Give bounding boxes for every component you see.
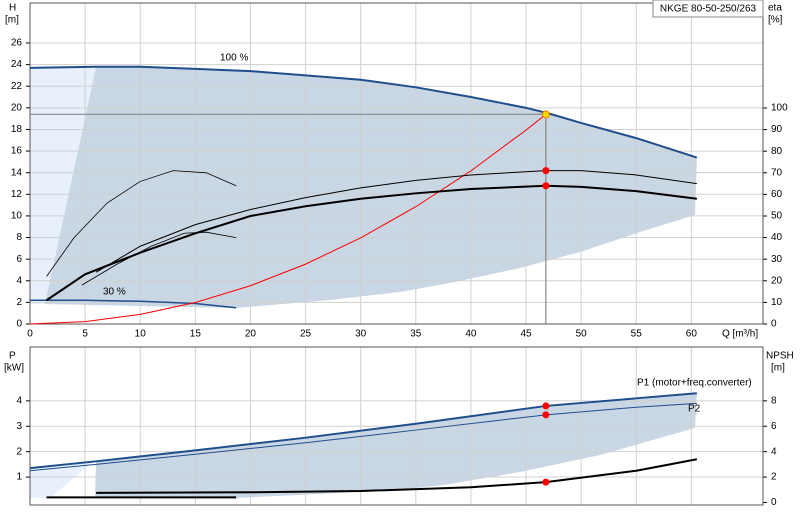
y2-tick-label: 100 xyxy=(771,103,788,114)
curve xyxy=(96,458,698,494)
x-tick-label: 35 xyxy=(410,329,422,340)
y2-tick-label: 40 xyxy=(771,232,783,243)
y2-tick-label: 20 xyxy=(771,275,783,286)
plot-frame xyxy=(29,346,764,506)
title-box xyxy=(652,0,764,18)
y2-tick-label: 60 xyxy=(771,189,783,200)
x-tick-label: 55 xyxy=(631,329,643,340)
y2-tick-label: 0 xyxy=(771,319,777,330)
y-tick-label: 14 xyxy=(11,167,23,178)
y-tick-label: 3 xyxy=(16,421,22,432)
y2-tick-label: 6 xyxy=(771,421,777,432)
y2-tick-label: 2 xyxy=(771,472,777,483)
y-tick-label: 20 xyxy=(11,102,23,113)
x-tick-label: 15 xyxy=(190,329,202,340)
y2-axis-label: eta xyxy=(768,3,782,14)
y2-tick-label: 4 xyxy=(771,446,777,457)
series-label: P1 (motor+freq.converter) xyxy=(637,378,752,389)
point xyxy=(542,167,550,175)
y2-tick-label: 10 xyxy=(771,297,783,308)
point xyxy=(542,182,550,190)
x-tick-label: 0 xyxy=(27,329,33,340)
y-axis-unit: [m] xyxy=(5,15,19,26)
point xyxy=(541,110,550,119)
y2-tick-label: 50 xyxy=(771,211,783,222)
x-tick-label: 5 xyxy=(82,329,88,340)
x-tick-label: 10 xyxy=(135,329,147,340)
y-tick-label: 26 xyxy=(11,38,23,49)
curve xyxy=(29,113,547,325)
x-tick-label: 45 xyxy=(520,329,532,340)
curve xyxy=(81,231,237,286)
operating-area xyxy=(45,66,697,309)
y-tick-label: 4 xyxy=(16,395,22,406)
y-tick-label: 10 xyxy=(11,211,23,222)
y-axis-label: P xyxy=(9,351,16,362)
y2-axis-unit: [m] xyxy=(771,363,785,374)
y-tick-label: 16 xyxy=(11,146,23,157)
y2-axis-unit: [%] xyxy=(768,15,783,26)
y-tick-label: 4 xyxy=(16,275,22,286)
point xyxy=(542,411,550,419)
x-tick-label: 40 xyxy=(465,329,477,340)
y-tick-label: 2 xyxy=(16,446,22,457)
plot-frame xyxy=(29,2,764,325)
curve xyxy=(46,170,237,277)
y2-axis-label: NPSH xyxy=(766,351,794,362)
y2-tick-label: 70 xyxy=(771,167,783,178)
y-tick-label: 2 xyxy=(16,297,22,308)
x-tick-label: 60 xyxy=(686,329,698,340)
curve xyxy=(29,392,697,470)
y-tick-label: 22 xyxy=(11,81,23,92)
y-axis-unit: [kW] xyxy=(4,363,24,374)
y2-tick-label: 8 xyxy=(771,395,777,406)
series-label: 30 % xyxy=(103,287,126,298)
y-tick-label: 24 xyxy=(11,59,23,70)
x-axis-label: Q [m³/h] xyxy=(722,329,758,340)
series-label: P2 xyxy=(688,404,701,415)
curve xyxy=(29,402,697,472)
curve xyxy=(95,170,697,273)
curve xyxy=(30,299,237,309)
x-tick-label: 20 xyxy=(245,329,257,340)
y-tick-label: 0 xyxy=(16,319,22,330)
y2-tick-label: 90 xyxy=(771,124,783,135)
curve xyxy=(45,184,697,302)
x-tick-label: 50 xyxy=(576,329,588,340)
y-axis-label: H xyxy=(9,3,16,14)
y2-tick-label: 80 xyxy=(771,146,783,157)
x-tick-label: 30 xyxy=(355,329,367,340)
operating-area xyxy=(95,393,697,498)
point xyxy=(542,478,550,486)
y-tick-label: 8 xyxy=(16,232,22,243)
y-tick-label: 1 xyxy=(16,472,22,483)
y2-tick-label: 30 xyxy=(771,254,783,265)
x-tick-label: 25 xyxy=(300,329,312,340)
chart-title: NKGE 80-50-250/263 xyxy=(660,4,757,15)
series-label: 100 % xyxy=(220,53,248,64)
area-light xyxy=(30,68,98,304)
y-tick-label: 18 xyxy=(11,124,23,135)
y-tick-label: 12 xyxy=(11,189,23,200)
y2-tick-label: 0 xyxy=(771,497,777,508)
y-tick-label: 6 xyxy=(16,254,22,265)
point xyxy=(542,402,550,410)
curve xyxy=(29,65,698,159)
